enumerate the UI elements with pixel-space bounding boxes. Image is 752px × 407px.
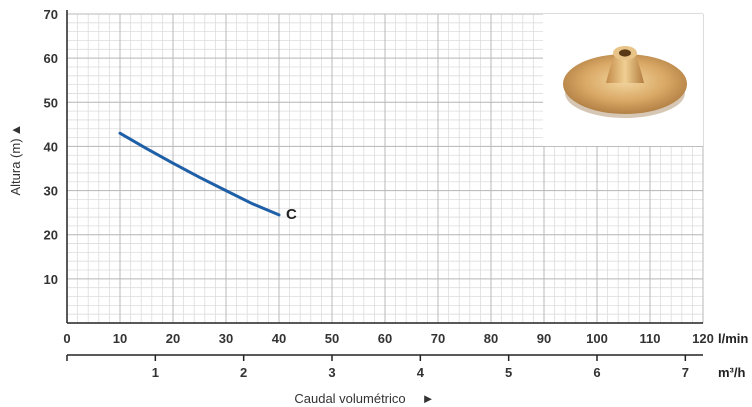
x-tick-label: 20	[166, 331, 180, 346]
x-tick-label: 90	[537, 331, 551, 346]
impeller-photo	[543, 14, 703, 146]
x2-tick-label: 3	[328, 365, 335, 380]
x2-tick-label: 4	[417, 365, 425, 380]
series-label-c: C	[286, 206, 297, 223]
x-tick-label: 60	[378, 331, 392, 346]
x-tick-labels: 0 10 20 30 40 50 60 70 80 90 100 110 120	[63, 331, 713, 346]
y-tick-label: 70	[44, 7, 58, 22]
x2-tick-labels: 1 2 3 4 5 6 7	[66, 355, 689, 380]
x-tick-label: 50	[325, 331, 339, 346]
y-tick-labels: 10 20 30 40 50 60 70	[44, 7, 58, 287]
x2-tick-label: 5	[505, 365, 512, 380]
x-axis-title: Caudal volumétrico	[294, 391, 405, 406]
x-tick-label: 70	[431, 331, 445, 346]
series-line-c	[118, 131, 281, 217]
x2-tick-label: 2	[240, 365, 247, 380]
x-tick-label: 30	[219, 331, 233, 346]
x-tick-label: 0	[63, 331, 70, 346]
x-tick-label: 110	[640, 331, 661, 346]
x-unit-label: l/min	[718, 331, 748, 346]
y-tick-label: 20	[44, 228, 58, 243]
y-tick-label: 60	[44, 51, 58, 66]
x2-tick-label: 7	[682, 365, 689, 380]
x-tick-label: 10	[113, 331, 127, 346]
series-group: C	[118, 131, 297, 223]
x-tick-label: 80	[484, 331, 498, 346]
y-tick-label: 10	[44, 272, 58, 287]
y-tick-label: 30	[44, 184, 58, 199]
x-tick-label: 100	[586, 331, 608, 346]
y-tick-label: 40	[44, 139, 58, 154]
y-axis-arrow: ▲	[8, 124, 23, 137]
x-axis-arrow: ►	[422, 391, 435, 406]
y-axis-title: Altura (m)	[8, 138, 23, 195]
x2-tick-label: 6	[593, 365, 600, 380]
y-tick-label: 50	[44, 95, 58, 110]
x2-tick-label: 1	[152, 365, 159, 380]
x-tick-label: 40	[272, 331, 286, 346]
x-tick-label: 120	[692, 331, 714, 346]
x2-unit-label: m³/h	[718, 365, 746, 380]
